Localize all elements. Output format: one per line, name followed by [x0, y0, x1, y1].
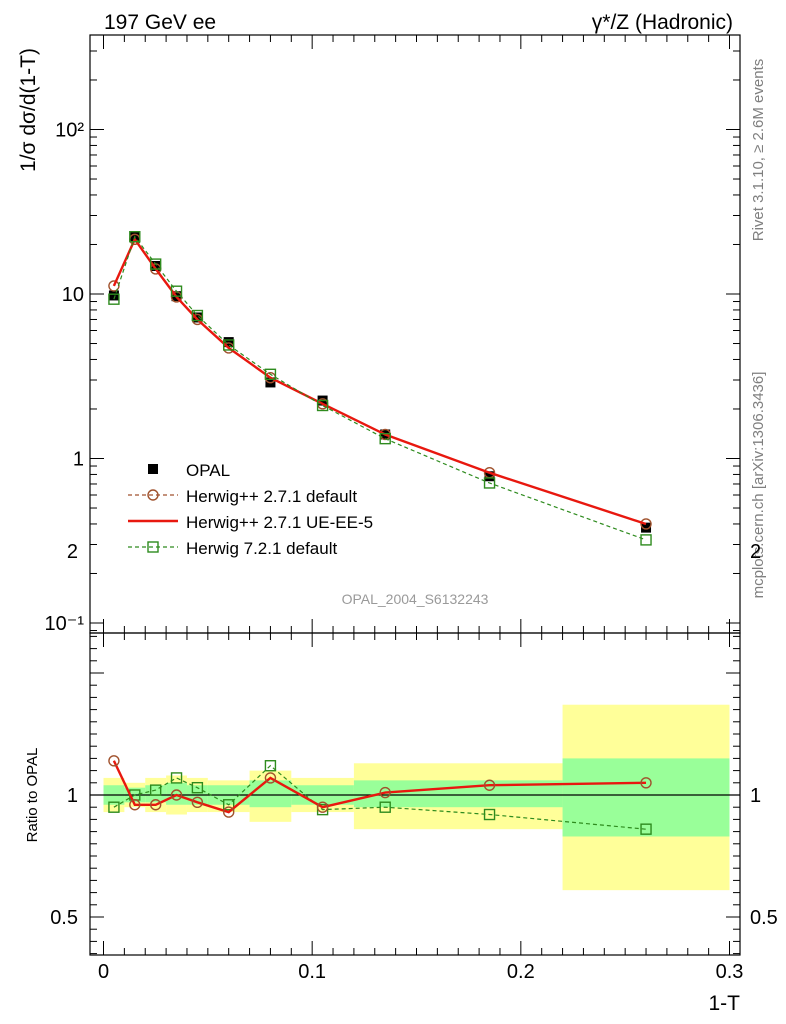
legend-marker-square: [147, 541, 159, 553]
legend: OPAL Herwig++ 2.7.1 default Herwig++ 2.7.1…: [128, 461, 373, 558]
ratio-herwig-pp-default-point: [149, 799, 162, 811]
axes-layer: 10⁻¹ 1 10 10² 0 0.1 0.2 0.3 0.5 0.5 1 1 2 2: [45, 34, 778, 983]
herwig7-default-line: [113, 235, 647, 541]
opal-data-point: [484, 471, 495, 482]
legend-entry: Herwig++ 2.7.1 default: [128, 487, 357, 506]
ratio-herwig-pp-default-point: [379, 786, 391, 799]
ratio-y-axis-label: Ratio to OPAL: [24, 748, 41, 843]
legend-marker-opal: [148, 464, 158, 474]
main-series-1: [108, 233, 652, 530]
analysis-watermark: OPAL_2004_S6132243: [342, 591, 489, 607]
herwig7-default-point: [129, 231, 141, 243]
legend-label: Herwig 7.2.1 default: [186, 539, 337, 558]
herwig7-default-point: [316, 399, 329, 412]
ratio-band-inner: [249, 780, 292, 808]
ratio-herwig7-point: [170, 772, 183, 784]
x-tick-label: 0.1: [298, 961, 326, 983]
ratio-herwig-pp-default-point: [222, 806, 235, 818]
ratio-y-tick-label-right: 0.5: [750, 907, 778, 929]
main-y-tick-label: 10: [62, 284, 84, 306]
ratio-herwig-pp-default-point: [108, 755, 120, 767]
herwig7-default-point: [264, 368, 277, 380]
herwig-pp-default-point: [640, 518, 652, 530]
main-y-tick-label: 1: [73, 449, 84, 471]
ratio-series-layer: [108, 755, 652, 835]
main-y-tick-label: 10²: [55, 120, 84, 142]
ratio-herwig-pp-default-point: [640, 777, 652, 789]
x-tick-label: 0: [98, 961, 109, 983]
opal-data-point: [150, 260, 161, 271]
herwig7-default-point: [640, 534, 652, 546]
herwig7-default-point: [483, 477, 496, 489]
legend-entry: OPAL: [148, 461, 230, 480]
mcplots-side-label: mcplots.cern.ch [arXiv:1306.3436]: [750, 372, 767, 599]
ratio-y-tick-label-right: 2: [750, 541, 761, 563]
legend-marker-circle: [147, 489, 159, 501]
ratio-herwig7-point: [108, 801, 120, 813]
ratio-herwig-pp-default-point: [129, 799, 141, 811]
herwig7-default-point: [379, 432, 391, 445]
main-y-tick-label: 10⁻¹: [45, 613, 85, 635]
ratio-y-tick-label: 0.5: [50, 907, 78, 929]
ratio-herwig-pp-default-point: [316, 801, 329, 813]
ratio-herwig7-point: [191, 781, 204, 794]
ratio-y-tick-label-right: 1: [750, 785, 761, 807]
ratio-y-tick-label: 1: [67, 785, 78, 807]
herwig7-default-point: [108, 293, 120, 305]
legend-entry: Herwig 7.2.1 default: [128, 539, 337, 558]
opal-data-point: [641, 522, 652, 533]
x-tick-label: 0.2: [507, 961, 535, 983]
ratio-herwig-pp-default-point: [264, 772, 277, 784]
opal-data-point: [192, 312, 203, 323]
ratio-y-tick-label: 2: [67, 541, 78, 563]
x-axis-label: 1-T: [709, 992, 741, 1015]
ratio-herwig-pp-default-point: [191, 796, 204, 809]
ratio-herwig7-point: [640, 823, 652, 835]
herwig7-default-point: [191, 309, 204, 322]
opal-data-point: [108, 290, 119, 301]
ratio-herwig-pp-ue-line: [112, 760, 647, 814]
ratio-herwig7-line: [113, 764, 647, 830]
herwig7-default-point: [222, 339, 235, 351]
main-series-3: [108, 231, 652, 546]
ratio-herwig7-point: [149, 784, 162, 796]
herwig7-default-point: [170, 285, 183, 297]
legend-label: Herwig++ 2.7.1 default: [186, 487, 357, 506]
legend-entry: Herwig++ 2.7.1 UE-EE-5: [128, 513, 373, 532]
legend-label: Herwig++ 2.7.1 UE-EE-5: [186, 513, 373, 532]
header-left-label: 197 GeV ee: [104, 11, 216, 34]
herwig-pp-default-line: [113, 238, 647, 525]
rivet-side-label: Rivet 3.1.10, ≥ 2.6M events: [750, 59, 767, 242]
ratio-panel-frame: [89, 632, 741, 956]
ratio-herwig-pp-default-point: [170, 789, 183, 801]
ratio-herwig7-point: [264, 760, 277, 772]
main-series-layer: [108, 231, 652, 546]
main-series-2: [112, 236, 647, 526]
main-y-axis-label: 1/σ dσ/d(1-T): [17, 48, 40, 172]
ratio-herwig7-point: [483, 808, 496, 821]
ratio-herwig7-point: [222, 799, 235, 811]
x-tick-label: 0.3: [716, 961, 744, 983]
header-right-label: γ*/Z (Hadronic): [592, 11, 733, 34]
legend-label: OPAL: [186, 461, 230, 480]
ratio-herwig7-point: [379, 801, 391, 813]
ratio-herwig-pp-default-point: [483, 779, 496, 791]
opal-data-point: [223, 337, 234, 348]
herwig7-default-point: [149, 258, 162, 270]
herwig-pp-ue-line: [112, 236, 647, 526]
